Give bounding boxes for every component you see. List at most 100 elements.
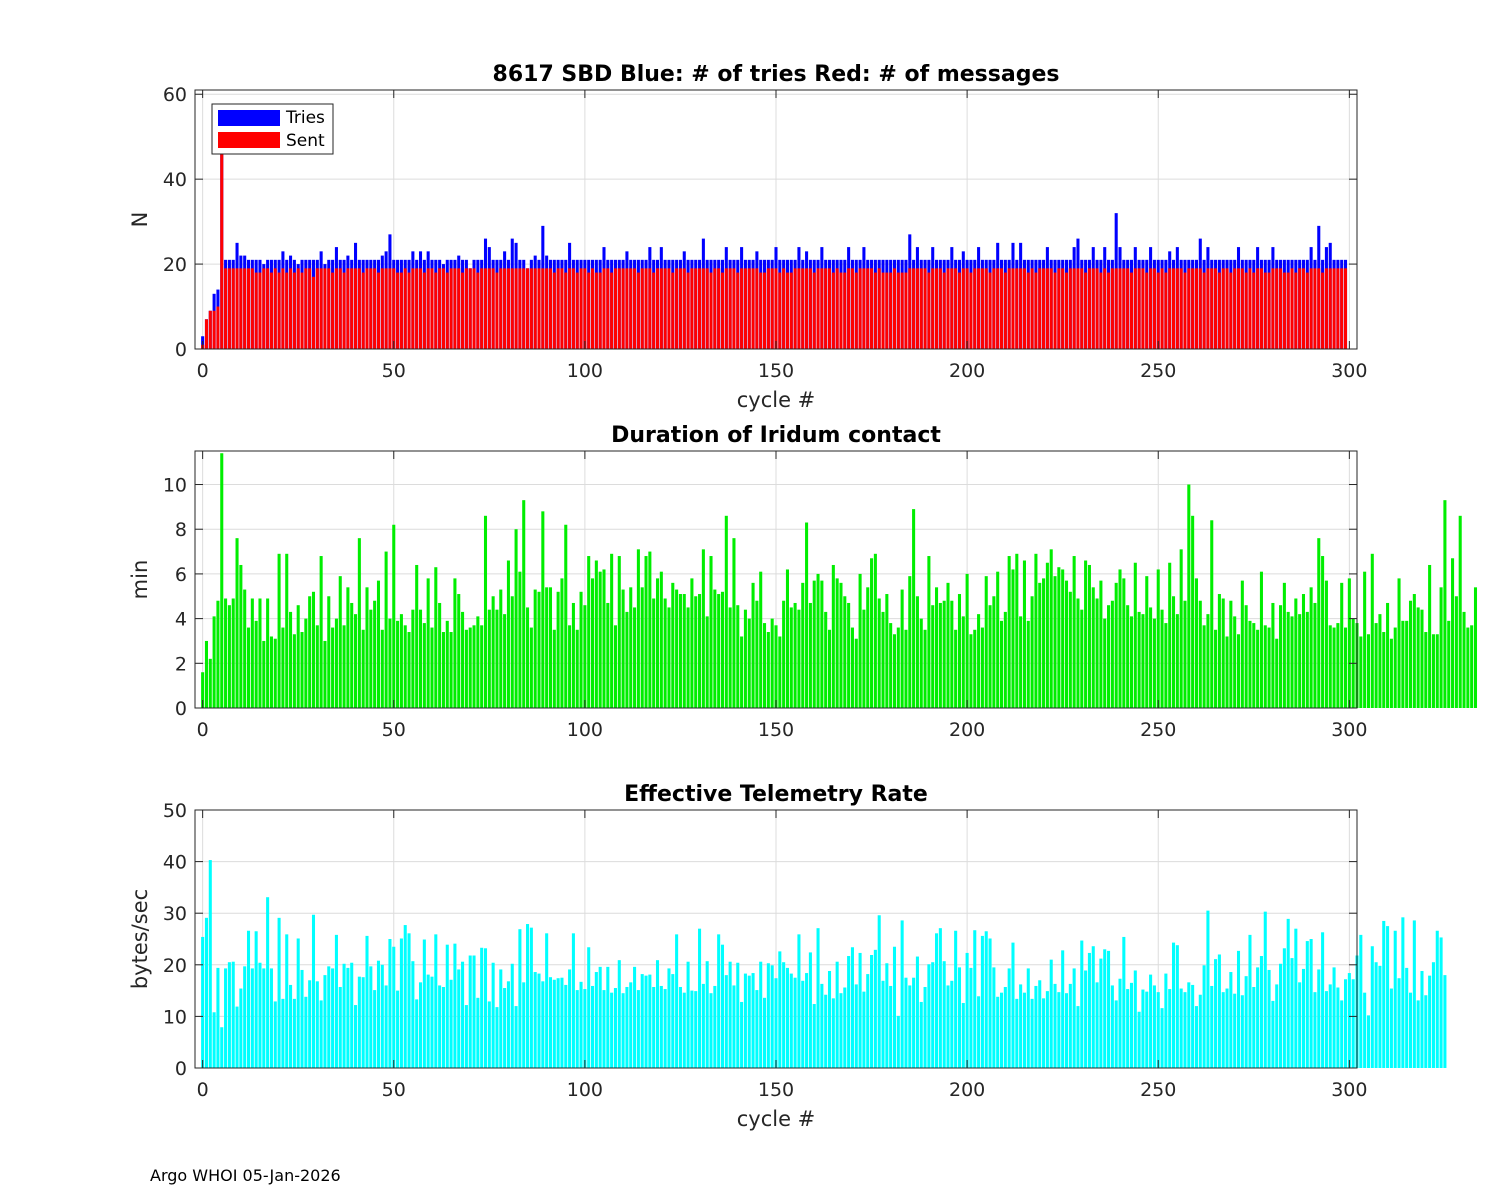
rate-bar — [881, 980, 885, 1068]
duration-bar — [659, 571, 663, 708]
duration-bar — [1317, 538, 1321, 708]
sent-bar — [380, 268, 384, 349]
duration-bar — [510, 596, 514, 708]
rate-bar — [892, 946, 897, 1068]
sent-bar — [250, 268, 254, 349]
duration-bar — [1191, 515, 1195, 708]
footer-credit: Argo WHOI 05-Jan-2026 — [150, 1166, 341, 1185]
rate-bar — [1370, 946, 1374, 1068]
duration-bar — [1259, 571, 1263, 708]
sent-bar — [224, 268, 228, 349]
sent-bar — [980, 268, 984, 349]
y-tick-label: 50 — [163, 800, 187, 822]
duration-bar — [308, 596, 312, 708]
rate-bar — [915, 956, 919, 1068]
rate-bar — [483, 948, 488, 1068]
rate-bar — [877, 915, 881, 1068]
sent-bar — [816, 268, 820, 349]
rate-bar — [361, 977, 365, 1068]
duration-bar — [1454, 596, 1458, 708]
rate-bar — [480, 947, 484, 1068]
sent-bar — [1019, 268, 1023, 349]
rate-bar — [961, 1002, 965, 1068]
duration-bar — [1011, 569, 1015, 708]
duration-bar — [873, 553, 877, 708]
sent-bar — [1225, 268, 1229, 349]
sent-bar — [1110, 268, 1114, 349]
duration-bar — [323, 640, 327, 708]
rate-bar — [602, 990, 606, 1068]
sent-bar — [885, 272, 889, 349]
duration-bar — [1328, 625, 1332, 708]
rate-bar — [1321, 932, 1325, 1068]
duration-bar — [694, 596, 698, 708]
rate-bar — [575, 990, 579, 1068]
sent-bar — [1064, 272, 1069, 349]
duration-bar — [243, 589, 247, 708]
rate-bar — [1202, 965, 1206, 1068]
rate-bar — [1042, 998, 1046, 1068]
rate-bar — [728, 961, 732, 1068]
duration-bar — [476, 616, 480, 708]
duration-bar — [827, 629, 832, 708]
rate-bar — [1206, 910, 1210, 1068]
sent-bar — [438, 268, 442, 349]
sent-bar — [862, 268, 866, 349]
sent-bar — [778, 272, 782, 349]
rate-bar — [927, 964, 931, 1068]
duration-bar — [988, 605, 992, 708]
x-tick-label: 100 — [567, 719, 603, 741]
duration-bar — [1252, 623, 1256, 708]
rate-bar — [1240, 995, 1244, 1068]
rate-bar — [250, 968, 254, 1068]
rate-bar — [808, 952, 812, 1068]
duration-bar — [1294, 598, 1298, 708]
duration-bar — [977, 614, 981, 708]
duration-bar — [1019, 616, 1023, 708]
rate-bar — [743, 973, 747, 1068]
rate-bar — [1359, 934, 1363, 1068]
sent-bar — [713, 268, 717, 349]
duration-bar — [1084, 560, 1088, 708]
duration-bar — [954, 629, 958, 708]
rate-bar — [625, 986, 629, 1068]
duration-bar — [1321, 556, 1325, 708]
rate-bar — [300, 969, 304, 1068]
duration-bar — [870, 558, 874, 708]
duration-bar — [992, 596, 996, 708]
sent-bar — [246, 268, 251, 349]
rate-bar — [1428, 975, 1432, 1068]
sent-bar — [216, 306, 220, 349]
rate-bar — [858, 952, 862, 1068]
rate-bar — [541, 981, 545, 1068]
duration-bar — [778, 636, 782, 708]
sent-bar — [1076, 268, 1080, 349]
rate-bar — [644, 975, 648, 1068]
rate-bar — [1221, 992, 1225, 1068]
duration-bar — [468, 627, 472, 708]
sent-bar — [472, 268, 476, 349]
sent-bar — [1259, 268, 1263, 349]
tries-chart-title: 8617 SBD Blue: # of tries Red: # of mess… — [493, 62, 1060, 87]
sent-bar — [648, 268, 652, 349]
rate-bar — [1401, 917, 1405, 1068]
sent-bar — [441, 268, 445, 349]
sent-bar — [1202, 272, 1206, 349]
duration-bar — [1007, 556, 1011, 708]
duration-bar — [942, 600, 946, 708]
x-tick-label: 250 — [1140, 719, 1176, 741]
duration-bar — [1428, 564, 1432, 708]
sent-bar — [747, 268, 751, 349]
rate-bar — [1099, 958, 1103, 1068]
sent-bar — [254, 272, 258, 349]
duration-bar — [587, 556, 591, 708]
duration-bar — [548, 587, 553, 708]
rate-bar — [334, 934, 338, 1068]
duration-bar — [254, 620, 258, 708]
duration-bar — [885, 594, 889, 708]
duration-bar — [1271, 602, 1275, 708]
duration-bar — [331, 627, 335, 708]
rate-bar — [1393, 930, 1397, 1068]
sent-bar — [1164, 272, 1168, 349]
rate-bar — [613, 988, 617, 1068]
